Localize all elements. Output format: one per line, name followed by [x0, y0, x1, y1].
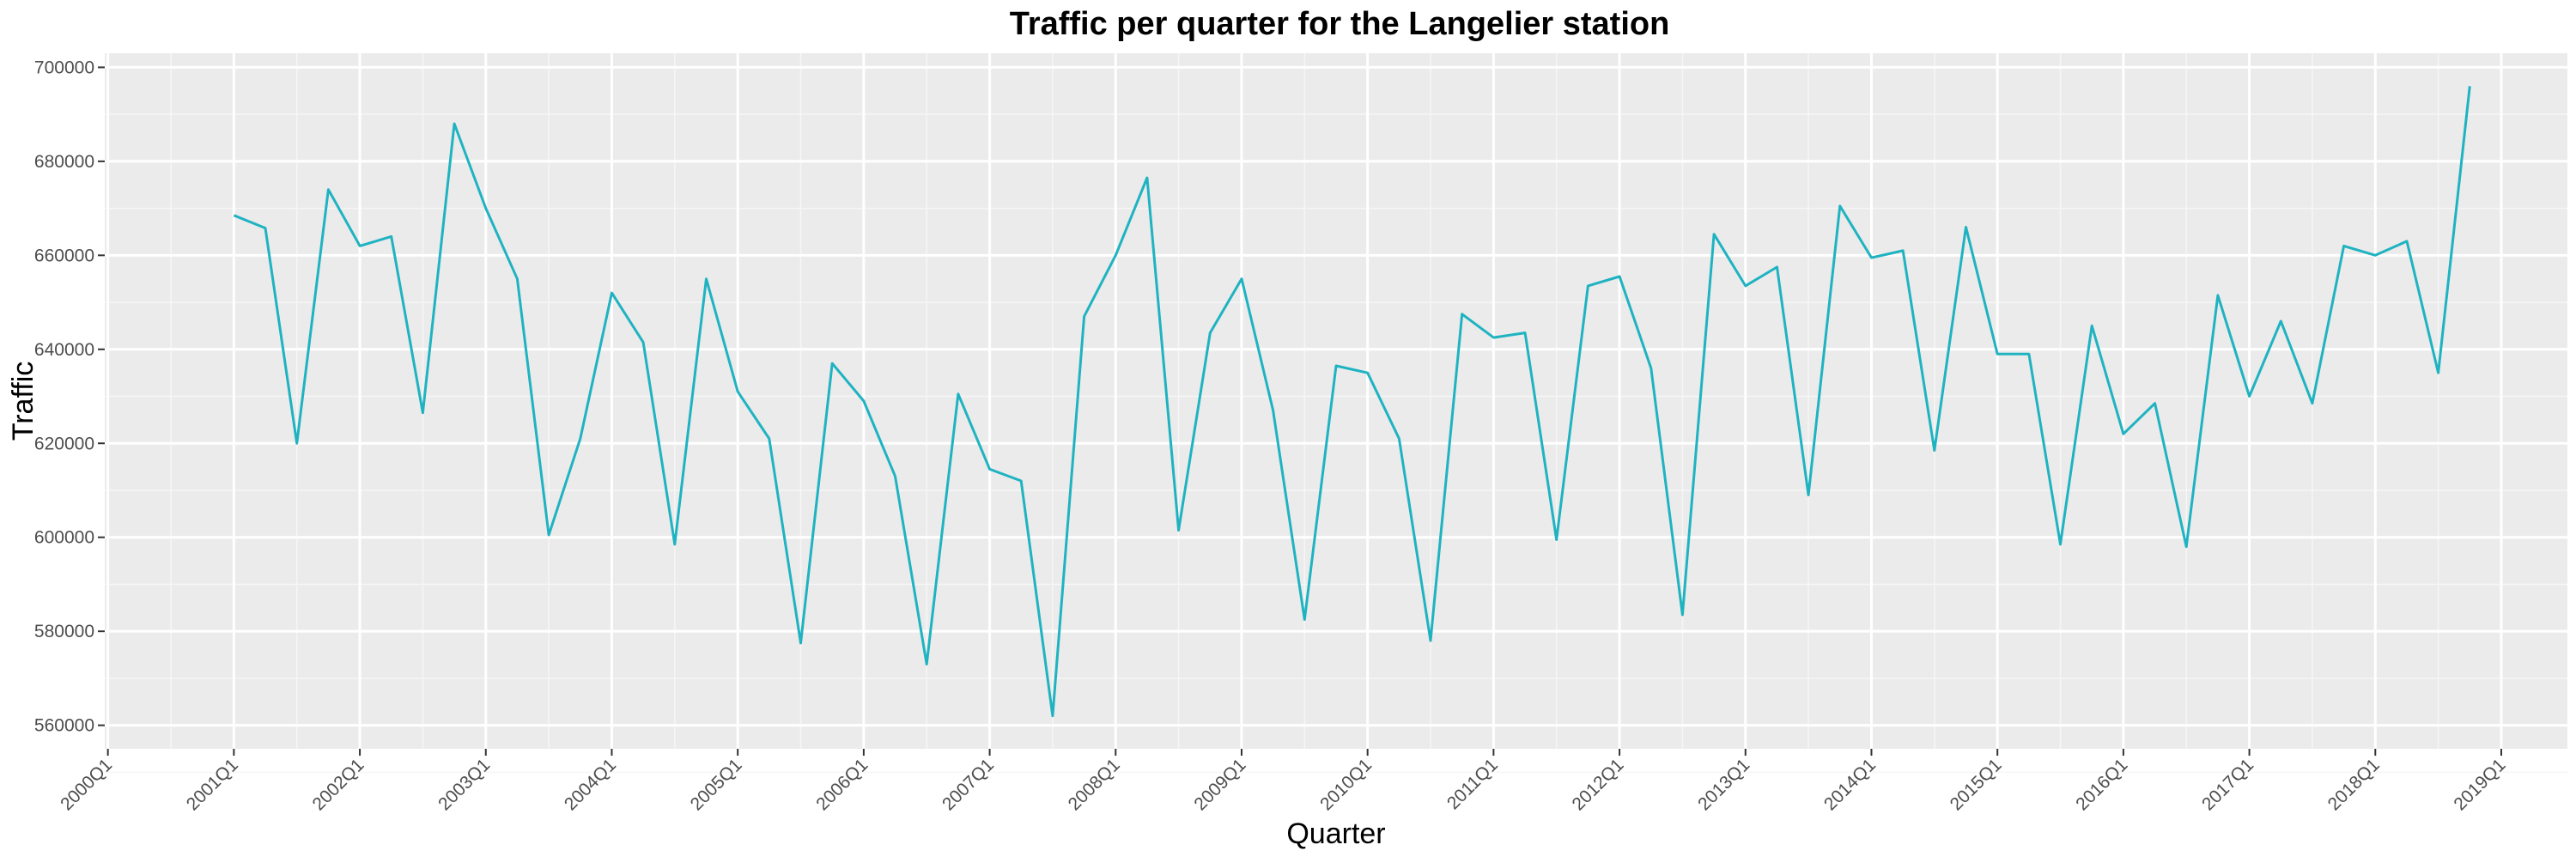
series-line — [233, 86, 2471, 718]
x-tick-label: 2015Q1 — [1947, 755, 2006, 814]
x-tick-label: 2006Q1 — [812, 755, 872, 814]
x-tick-label: 2001Q1 — [183, 755, 242, 814]
x-tick-label: 2011Q1 — [1443, 755, 1502, 813]
x-axis-title: Quarter — [1286, 817, 1385, 850]
y-tick-label: 620000 — [34, 434, 94, 453]
plot-panel — [105, 53, 2567, 749]
chart-title: Traffic per quarter for the Langelier st… — [1010, 6, 1670, 42]
y-tick-label: 660000 — [34, 246, 94, 265]
x-tick-label: 2017Q1 — [2198, 755, 2257, 814]
y-tick-label: 600000 — [34, 528, 94, 548]
x-tick-label: 2016Q1 — [2072, 755, 2131, 814]
series-group — [233, 86, 2471, 718]
x-tick-label: 2004Q1 — [561, 755, 620, 814]
y-tick-label: 560000 — [34, 716, 94, 736]
y-tick-label: 640000 — [34, 340, 94, 360]
x-tick-label: 2014Q1 — [1820, 755, 1880, 814]
y-tick-label: 580000 — [34, 622, 94, 641]
x-tick-label: 2007Q1 — [939, 755, 998, 814]
y-axis-title: Traffic — [7, 362, 39, 441]
x-tick-label: 2009Q1 — [1190, 755, 1249, 814]
y-axis: 560000 580000 600000 620000 640000 660000 6800… — [34, 58, 105, 736]
x-tick-label: 2000Q1 — [57, 755, 116, 814]
major-gridlines — [105, 53, 2567, 749]
y-tick-label: 680000 — [34, 152, 94, 172]
x-tick-label: 2018Q1 — [2324, 755, 2384, 814]
x-tick-label: 2010Q1 — [1316, 755, 1376, 814]
x-axis: 2000Q1 2001Q1 2002Q1 2003Q1 2004Q1 2005Q1 2006… — [57, 749, 2510, 814]
x-tick-label: 2013Q1 — [1694, 755, 1753, 814]
x-tick-label: 2003Q1 — [434, 755, 494, 814]
x-tick-label: 2008Q1 — [1065, 755, 1124, 814]
x-tick-label: 2005Q1 — [687, 755, 746, 814]
x-tick-label: 2019Q1 — [2450, 755, 2509, 814]
x-tick-label: 2002Q1 — [308, 755, 368, 814]
y-tick-label: 700000 — [34, 58, 94, 77]
x-tick-label: 2012Q1 — [1569, 755, 1628, 814]
